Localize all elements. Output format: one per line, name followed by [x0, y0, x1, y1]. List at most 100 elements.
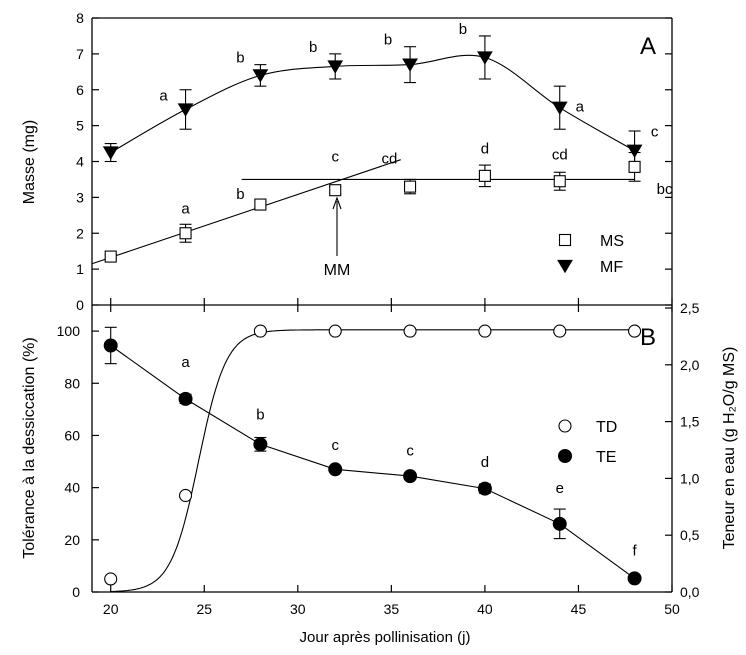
legend-td-symbol	[558, 419, 572, 433]
mf-point-32	[327, 60, 344, 74]
legend-ms-symbol	[558, 233, 572, 247]
ms-point-40	[478, 169, 491, 182]
b-ytick-label-80: 80	[64, 375, 80, 391]
ms-point-36	[404, 180, 417, 193]
ms-point-32	[329, 184, 342, 197]
mf-point-28	[252, 69, 269, 83]
a-ytick-label-5: 5	[76, 118, 84, 134]
b-y2tick-label-1,5: 1,5	[680, 414, 700, 430]
te-letter-32: c	[331, 437, 339, 454]
ms-letter-32: c	[331, 149, 339, 166]
panel-b-curves	[110, 329, 635, 593]
te-letter-28: b	[256, 406, 264, 423]
a-ytick-label-0: 0	[76, 297, 84, 313]
a-ytick-label-6: 6	[76, 82, 84, 98]
a-ytick-label-3: 3	[76, 189, 84, 205]
panel-b-y-axis-label: Tolérance à la dessiccation (%)	[21, 337, 38, 558]
a-ytick-label-7: 7	[76, 46, 84, 62]
td-point-40	[478, 324, 492, 338]
panel-a-label: A	[640, 33, 656, 60]
panel-b-marks	[103, 324, 642, 586]
td-point-20	[104, 572, 118, 586]
legend-mf-symbol	[557, 259, 573, 274]
te-letter-44: e	[556, 480, 564, 497]
mf-point-20	[102, 146, 119, 160]
b-xtick-label-30: 30	[290, 601, 306, 617]
ms-increase-line	[91, 159, 401, 265]
te-point-32	[328, 462, 343, 477]
panel-b-x-ticks: 20 25 30 35 40 45 50	[103, 305, 680, 617]
mf-letter-32: b	[309, 39, 317, 56]
b-xtick-label-35: 35	[384, 601, 400, 617]
b-y2tick-label-0,0: 0,0	[680, 584, 700, 600]
te-point-24	[178, 391, 193, 406]
b-xtick-label-25: 25	[196, 601, 212, 617]
b-ytick-label-60: 60	[64, 427, 80, 443]
mf-point-40	[477, 51, 493, 65]
td-fit-curve	[110, 329, 635, 593]
td-point-28	[253, 324, 267, 338]
te-line	[110, 345, 635, 579]
te-letter-24: a	[181, 354, 190, 371]
ms-letter-44: cd	[552, 147, 568, 164]
mf-point-44	[551, 101, 568, 115]
mm-arrow-head	[332, 196, 342, 210]
x-axis-label: Jour après pollinisation (j)	[300, 629, 471, 646]
te-letter-48: f	[632, 543, 637, 560]
te-letter-40: d	[481, 454, 489, 471]
mf-point-48	[626, 144, 643, 159]
panel-b-letters: a b c c d e f	[181, 354, 637, 560]
b-y2tick-label-1,0: 1,0	[680, 470, 700, 486]
b-xtick-label-50: 50	[664, 601, 680, 617]
panel-a-marks	[102, 35, 643, 263]
ms-point-24	[179, 227, 192, 240]
panel-b-label: B	[640, 324, 656, 351]
panel-a-legend: MS MF	[557, 233, 624, 276]
td-point-32	[328, 324, 342, 338]
te-point-20	[103, 338, 118, 353]
panel-a-y-ticks: 0 1 2 3 4 5 6 7 8	[76, 10, 673, 313]
a-ytick-label-1: 1	[76, 261, 84, 277]
mf-letter-40: b	[459, 21, 467, 38]
legend-te-symbol	[558, 449, 572, 463]
legend-td-label: TD	[596, 419, 617, 436]
mf-letter-48: c	[651, 123, 659, 140]
ms-point-44	[553, 175, 566, 188]
te-point-40	[477, 481, 492, 496]
ms-letter-24: a	[181, 201, 190, 218]
mm-annotation: MM	[324, 196, 350, 279]
panel-b-y2-ticks: 0,0 0,5 1,0 1,5 2,0 2,5	[665, 300, 700, 600]
ms-point-20	[104, 250, 117, 263]
a-ytick-label-2: 2	[76, 225, 84, 241]
ms-point-48	[628, 160, 641, 173]
b-xtick-label-45: 45	[571, 601, 587, 617]
ms-letter-48: bc	[657, 181, 673, 198]
legend-mf-label: MF	[600, 259, 623, 276]
td-point-48	[628, 324, 642, 338]
mf-letter-28: b	[236, 50, 244, 67]
td-point-24	[178, 488, 193, 503]
te-letter-36: c	[406, 443, 414, 460]
b-ytick-label-0: 0	[72, 584, 80, 600]
panel-b-y2-axis-label: Teneur en eau (g H₂O/g MS)	[721, 347, 738, 550]
ms-letter-36: cd	[382, 150, 398, 167]
panel-b: 0 20 40 60 80 100 0,0 0,5 1,0 1,5 2,0 2,5 20 25 30 35…	[21, 300, 738, 646]
b-y2tick-label-2,5: 2,5	[680, 300, 700, 316]
te-point-44	[552, 516, 567, 531]
mf-letter-44: a	[576, 98, 585, 115]
te-point-36	[403, 469, 418, 484]
b-ytick-label-40: 40	[64, 480, 80, 496]
mf-letter-36: b	[384, 32, 392, 49]
panel-a-y-axis-label: Masse (mg)	[21, 120, 38, 204]
legend-ms-label: MS	[600, 233, 624, 250]
panel-b-legend: TD TE	[558, 419, 617, 466]
b-ytick-label-100: 100	[57, 323, 81, 339]
ms-letter-40: d	[481, 141, 489, 158]
b-xtick-label-40: 40	[477, 601, 493, 617]
te-point-48	[627, 571, 642, 586]
legend-te-label: TE	[596, 449, 616, 466]
ms-point-28	[254, 198, 267, 211]
a-ytick-label-4: 4	[76, 154, 84, 170]
